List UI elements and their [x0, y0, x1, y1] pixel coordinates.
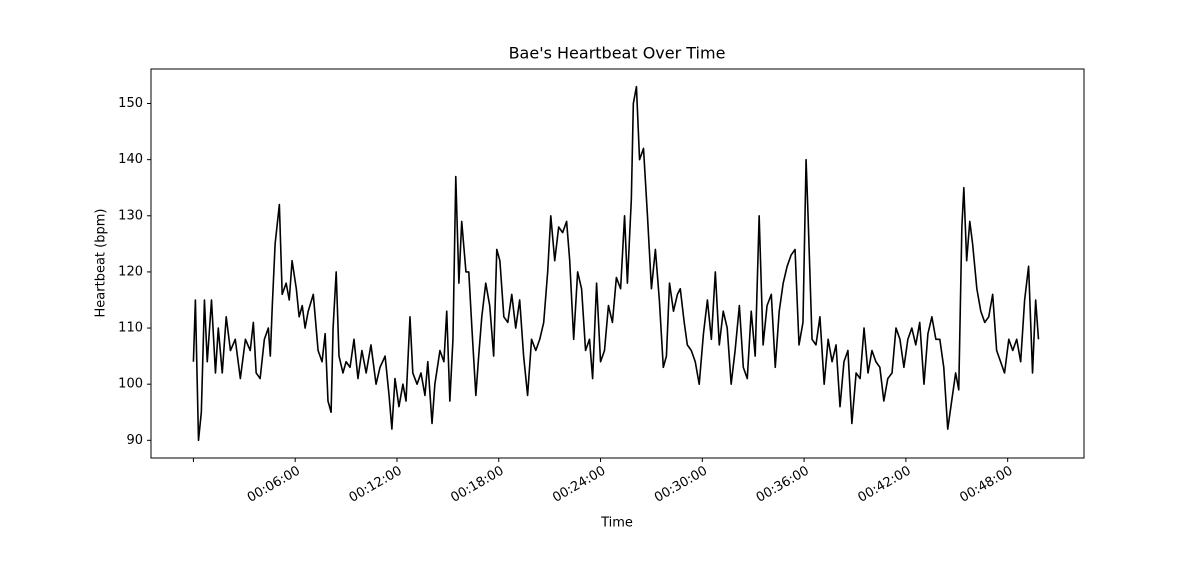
x-tick-label: 00:18:00	[448, 464, 506, 506]
x-tick-label: 00:48:00	[957, 464, 1015, 506]
x-tick-label: 00:30:00	[652, 464, 710, 506]
y-tick-label: 140	[118, 152, 143, 167]
y-axis-label: Heartbeat (bpm)	[94, 209, 109, 318]
x-tick-label: 00:06:00	[245, 464, 303, 506]
x-tick-label: 00:42:00	[856, 464, 914, 506]
heartbeat-line	[192, 85, 1040, 442]
y-tick-label: 100	[118, 377, 143, 392]
x-tick-label: 00:36:00	[754, 464, 812, 506]
y-tick-label: 90	[126, 433, 143, 448]
x-tick-label: 00:24:00	[550, 464, 608, 506]
x-axis-label: Time	[600, 516, 633, 531]
y-tick-label: 110	[118, 321, 143, 336]
x-tick-label: 00:12:00	[347, 464, 405, 506]
y-tick-label: 130	[118, 208, 143, 223]
chart-title: Bae's Heartbeat Over Time	[509, 44, 726, 63]
y-tick-label: 150	[118, 96, 143, 111]
y-tick-label: 120	[118, 264, 143, 279]
plot-frame	[150, 68, 1085, 459]
